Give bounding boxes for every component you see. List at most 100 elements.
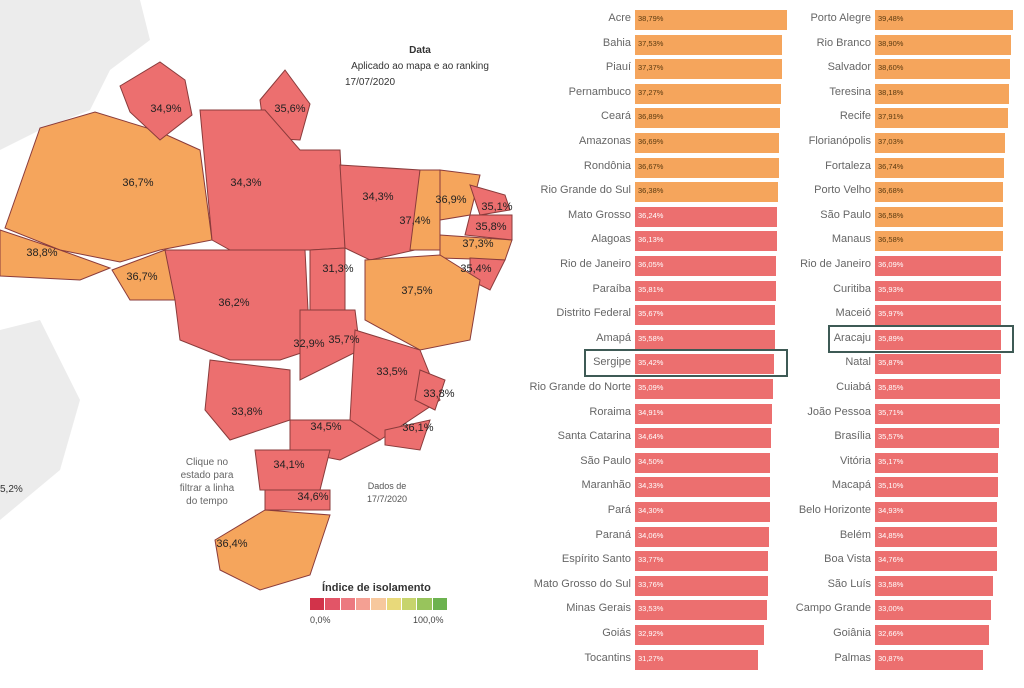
ranking-row[interactable]: Mato Grosso 36,24% <box>520 205 777 229</box>
ranking-row[interactable]: Rio Branco 38,90% <box>790 33 1011 57</box>
ranking-row[interactable]: Alagoas 36,13% <box>520 229 777 253</box>
ranking-row[interactable]: Palmas 30,87% <box>790 648 983 672</box>
ranking-row[interactable]: Recife 37,91% <box>790 106 1008 130</box>
ranking-value-label: 36,74% <box>878 161 904 171</box>
ranking-row[interactable]: Teresina 38,18% <box>790 82 1009 106</box>
ranking-row[interactable]: Belo Horizonte 34,93% <box>790 500 997 524</box>
state-espirito-santo[interactable] <box>414 369 446 411</box>
ranking-value-label: 36,09% <box>878 260 904 269</box>
ranking-row[interactable]: Mato Grosso do Sul 33,76% <box>520 574 768 598</box>
ranking-row[interactable]: Natal 35,87% <box>790 352 1001 376</box>
ranking-row[interactable]: Bahia 37,53% <box>520 33 782 57</box>
filter-date[interactable]: 17/07/2020 <box>344 77 396 88</box>
state-maranhao[interactable] <box>339 164 421 261</box>
ranking-row[interactable]: Paraíba 35,81% <box>520 279 776 303</box>
ranking-row[interactable]: Pernambuco 37,27% <box>520 82 781 106</box>
state-acre[interactable] <box>0 229 112 281</box>
ranking-row[interactable]: João Pessoa 35,71% <box>790 402 1000 426</box>
state-mato-grosso[interactable] <box>164 249 311 361</box>
state-rio-grande-do-sul[interactable] <box>214 509 331 591</box>
state-mato-grosso-do-sul[interactable] <box>204 359 291 441</box>
ranking-row[interactable]: Maranhão 34,33% <box>520 475 770 499</box>
state-rio-grande-do-norte[interactable] <box>469 184 511 216</box>
state-para[interactable] <box>199 109 346 251</box>
ranking-name: Natal <box>845 356 871 369</box>
ranking-row[interactable]: Piauí 37,37% <box>520 57 782 81</box>
ranking-row[interactable]: Rio Grande do Norte 35,09% <box>520 377 773 401</box>
state-value-label: 37,4% <box>399 215 430 227</box>
ranking-row[interactable]: Ceará 36,89% <box>520 106 780 130</box>
ranking-row[interactable]: Vitória 35,17% <box>790 451 998 475</box>
ranking-name: Fortaleza <box>825 159 871 172</box>
ranking-value-label: 35,85% <box>878 383 904 392</box>
ranking-row[interactable]: Belém 34,85% <box>790 525 997 549</box>
ranking-row[interactable]: Manaus 36,58% <box>790 229 1003 253</box>
ranking-row[interactable]: Rio de Janeiro 36,09% <box>790 254 1001 278</box>
state-value-label: 36,7% <box>126 271 157 283</box>
ranking-row[interactable]: São Paulo 36,58% <box>790 205 1003 229</box>
ranking-row[interactable]: Macapá 35,10% <box>790 475 998 499</box>
ranking-row[interactable]: Amapá 35,58% <box>520 328 775 352</box>
ranking-bar: 33,00% <box>875 600 991 621</box>
ranking-row[interactable]: Distrito Federal 35,67% <box>520 303 775 327</box>
ranking-bar: 38,18% <box>875 83 1009 104</box>
ranking-row[interactable]: Fortaleza 36,74% <box>790 156 1004 180</box>
data-note-line: 17/7/2020 <box>366 494 408 504</box>
ranking-row[interactable]: Acre 38,79% <box>520 8 787 32</box>
ranking-row[interactable]: Porto Alegre 39,48% <box>790 8 1013 32</box>
ranking-name: Paraíba <box>592 282 631 295</box>
ranking-bar: 36,24% <box>635 206 777 227</box>
ranking-row[interactable]: São Luís 33,58% <box>790 574 993 598</box>
ranking-row[interactable]: Florianópolis 37,03% <box>790 131 1005 155</box>
ranking-bar: 35,58% <box>635 329 775 350</box>
ranking-bar: 35,87% <box>875 354 1001 375</box>
ranking-row[interactable]: Pará 34,30% <box>520 500 770 524</box>
state-value-label: 34,5% <box>310 421 341 433</box>
ranking-row[interactable]: Tocantins 31,27% <box>520 648 758 672</box>
state-tocantins[interactable] <box>309 247 346 311</box>
state-santa-catarina[interactable] <box>264 489 331 511</box>
ranking-value-label: 35,17% <box>878 456 904 466</box>
state-roraima[interactable] <box>119 61 193 141</box>
ranking-row[interactable]: Rio de Janeiro 36,05% <box>520 254 776 278</box>
ranking-row[interactable]: Cuiabá 35,85% <box>790 377 1000 401</box>
ranking-name: Bahia <box>602 36 631 49</box>
state-minas-gerais[interactable] <box>349 329 441 441</box>
ranking-row[interactable]: Maceió 35,97% <box>790 303 1001 327</box>
ranking-bar: 36,09% <box>875 256 1001 276</box>
ranking-row[interactable]: Rondônia 36,67% <box>520 156 779 180</box>
state-amazonas[interactable] <box>4 111 213 263</box>
ranking-row[interactable]: Aracaju 35,89% <box>790 328 1001 352</box>
ranking-name: Goiânia <box>833 627 871 639</box>
ranking-bar: 36,67% <box>635 157 779 178</box>
ranking-row[interactable]: Santa Catarina 34,64% <box>520 426 771 450</box>
ranking-name: Rondônia <box>583 159 631 172</box>
ranking-row[interactable]: Porto Velho 36,68% <box>790 180 1003 204</box>
state-value-label: 35,1% <box>481 201 512 213</box>
ranking-row[interactable]: Espírito Santo 33,77% <box>520 549 768 573</box>
ranking-row[interactable]: Goiás 32,92% <box>520 623 764 647</box>
ranking-row[interactable]: Campo Grande 33,00% <box>790 598 991 622</box>
ranking-name: Cuiabá <box>836 381 871 393</box>
ranking-name: Ceará <box>601 110 631 123</box>
ranking-row[interactable]: Brasília 35,57% <box>790 426 999 450</box>
ranking-row[interactable]: Boa Vista 34,76% <box>790 549 997 573</box>
ranking-row[interactable]: Rio Grande do Sul 36,38% <box>520 180 778 204</box>
ranking-row[interactable]: São Paulo 34,50% <box>520 451 770 475</box>
ranking-bar: 36,69% <box>635 133 779 153</box>
state-bahia[interactable] <box>364 254 481 351</box>
ranking-row[interactable]: Amazonas 36,69% <box>520 131 779 155</box>
ranking-row[interactable]: Minas Gerais 33,53% <box>520 598 767 622</box>
ranking-row[interactable]: Goiânia 32,66% <box>790 623 989 647</box>
ranking-name: São Paulo <box>580 454 631 467</box>
ranking-row[interactable]: Curitiba 35,93% <box>790 279 1001 303</box>
ranking-row[interactable]: Paraná 34,06% <box>520 525 769 549</box>
state-rio-de-janeiro[interactable] <box>384 419 431 451</box>
ranking-row[interactable]: Roraima 34,91% <box>520 402 772 426</box>
ranking-name: Porto Velho <box>814 184 871 197</box>
state-value-label: 34,3% <box>230 177 261 189</box>
ranking-row[interactable]: Salvador 38,60% <box>790 57 1010 81</box>
state-value-label: 35,6% <box>274 103 305 115</box>
ranking-row[interactable]: Sergipe 35,42% <box>520 352 774 376</box>
ranking-value-label: 37,37% <box>638 63 664 73</box>
